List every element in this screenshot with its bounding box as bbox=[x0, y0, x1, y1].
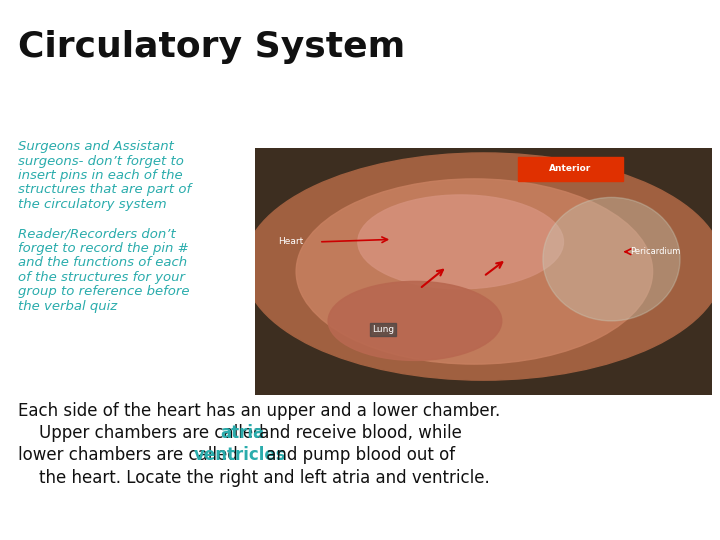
Text: the heart. Locate the right and left atria and ventricle.: the heart. Locate the right and left atr… bbox=[18, 469, 490, 487]
Text: surgeons- don’t forget to: surgeons- don’t forget to bbox=[18, 154, 184, 167]
Text: of the structures for your: of the structures for your bbox=[18, 271, 185, 284]
Text: Surgeons and Assistant: Surgeons and Assistant bbox=[18, 140, 174, 153]
Ellipse shape bbox=[358, 195, 564, 289]
Ellipse shape bbox=[543, 198, 680, 321]
Text: Heart: Heart bbox=[278, 238, 303, 246]
FancyBboxPatch shape bbox=[518, 157, 623, 181]
Text: Circulatory System: Circulatory System bbox=[18, 30, 405, 64]
Text: Reader/Recorders don’t: Reader/Recorders don’t bbox=[18, 227, 176, 240]
Text: Lung: Lung bbox=[372, 325, 394, 334]
Text: forget to record the pin #: forget to record the pin # bbox=[18, 242, 189, 255]
Ellipse shape bbox=[296, 179, 652, 364]
Text: and pump blood out of: and pump blood out of bbox=[261, 447, 455, 464]
Text: ventricles: ventricles bbox=[194, 447, 286, 464]
Text: and the functions of each: and the functions of each bbox=[18, 256, 187, 269]
Text: group to reference before: group to reference before bbox=[18, 286, 189, 299]
Text: lower chambers are called: lower chambers are called bbox=[18, 447, 243, 464]
Text: Upper chambers are called: Upper chambers are called bbox=[18, 424, 269, 442]
Text: the verbal quiz: the verbal quiz bbox=[18, 300, 117, 313]
Text: Each side of the heart has an upper and a lower chamber.: Each side of the heart has an upper and … bbox=[18, 402, 500, 420]
Text: atria: atria bbox=[220, 424, 265, 442]
Ellipse shape bbox=[328, 281, 502, 360]
Ellipse shape bbox=[243, 153, 720, 380]
Text: Pericardium: Pericardium bbox=[630, 247, 680, 256]
Text: insert pins in each of the: insert pins in each of the bbox=[18, 169, 183, 182]
Text: structures that are part of: structures that are part of bbox=[18, 184, 191, 197]
Text: Anterior: Anterior bbox=[549, 165, 591, 173]
Text: and receive blood, while: and receive blood, while bbox=[254, 424, 462, 442]
Text: the circulatory system: the circulatory system bbox=[18, 198, 166, 211]
